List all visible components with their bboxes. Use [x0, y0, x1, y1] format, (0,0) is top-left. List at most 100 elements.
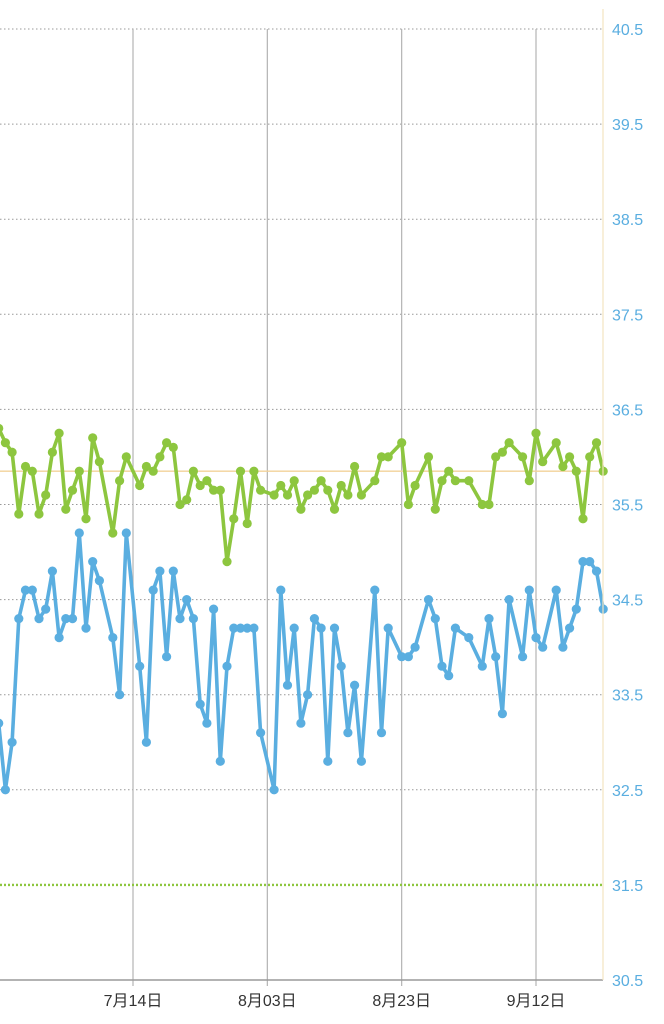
data-point	[289, 623, 299, 633]
y-tick-label: 32.5	[612, 783, 643, 800]
series-line	[0, 427, 606, 564]
data-point	[14, 509, 24, 519]
data-point	[27, 585, 37, 595]
data-point	[531, 633, 541, 643]
data-point	[195, 699, 205, 709]
data-point	[350, 680, 360, 690]
series-layer	[0, 423, 608, 795]
data-point	[182, 495, 192, 505]
data-point	[296, 504, 306, 514]
data-point	[0, 785, 10, 795]
data-point	[350, 461, 360, 472]
data-point	[235, 623, 246, 633]
data-point	[229, 514, 239, 524]
data-point	[370, 476, 380, 486]
data-point	[450, 476, 460, 486]
data-point	[437, 661, 447, 671]
data-point	[74, 528, 84, 538]
data-point	[188, 614, 198, 624]
x-tick-label: 8月03日	[238, 993, 297, 1010]
data-point	[437, 476, 447, 486]
data-point	[376, 728, 387, 738]
y-tick-label: 30.5	[612, 973, 643, 990]
y-tick-label: 34.5	[612, 593, 643, 610]
data-point	[491, 452, 501, 462]
data-point	[121, 528, 131, 538]
data-point	[282, 490, 293, 500]
data-point	[383, 623, 393, 633]
data-point	[336, 661, 346, 671]
data-point	[209, 604, 219, 614]
data-point	[410, 480, 420, 491]
data-point	[538, 457, 548, 467]
data-point	[7, 737, 17, 747]
data-point	[524, 585, 534, 595]
data-point	[591, 438, 602, 448]
data-point	[571, 604, 581, 614]
data-point	[464, 476, 474, 486]
data-point	[61, 614, 71, 624]
data-point	[47, 566, 58, 576]
data-point	[558, 461, 568, 472]
data-point	[551, 585, 561, 595]
data-point	[249, 466, 259, 476]
axis-layer: 40.5 39.5 38.5 37.5 36.5 35.5 34.5 33.5 32.5 31.5…	[0, 9, 643, 1010]
data-point	[74, 466, 84, 476]
data-point	[47, 447, 58, 457]
series-green	[0, 423, 608, 567]
data-point	[168, 442, 178, 452]
data-point	[41, 490, 51, 500]
data-point	[430, 504, 440, 514]
y-tick-label: 36.5	[612, 402, 643, 419]
data-point	[242, 623, 252, 633]
data-point	[7, 447, 17, 457]
data-point	[148, 466, 158, 476]
data-point	[276, 585, 286, 595]
data-point	[0, 718, 4, 728]
data-point	[81, 514, 91, 524]
data-point	[235, 466, 246, 476]
data-point	[296, 718, 306, 728]
data-point	[336, 480, 346, 491]
series-blue	[0, 528, 608, 795]
data-point	[316, 476, 326, 486]
series-line	[0, 531, 606, 792]
data-point	[229, 623, 239, 633]
data-point	[323, 485, 333, 495]
data-point	[94, 457, 104, 467]
data-point	[155, 566, 165, 576]
data-point	[256, 485, 266, 495]
data-point	[135, 661, 145, 671]
data-point	[0, 438, 10, 448]
data-point	[27, 466, 37, 476]
data-point	[135, 480, 145, 491]
data-point	[571, 466, 581, 476]
data-point	[565, 452, 575, 462]
data-point	[397, 438, 407, 448]
data-point	[242, 518, 252, 529]
data-point	[202, 718, 212, 728]
y-tick-label: 35.5	[612, 498, 643, 515]
data-point	[343, 728, 353, 738]
data-point	[538, 642, 548, 652]
data-point	[524, 476, 534, 486]
y-tick-label: 37.5	[612, 307, 643, 324]
data-point	[450, 623, 460, 633]
data-point	[585, 557, 595, 567]
data-point	[209, 485, 219, 495]
data-point	[215, 756, 225, 766]
data-point	[108, 633, 118, 643]
data-point	[403, 499, 413, 510]
data-point	[121, 452, 131, 462]
data-point	[141, 737, 151, 747]
data-point	[343, 490, 353, 500]
data-point	[222, 661, 232, 671]
data-point	[222, 557, 232, 567]
data-point	[316, 623, 326, 633]
data-point	[323, 756, 333, 766]
data-point	[410, 642, 420, 652]
data-point	[565, 623, 575, 633]
data-point	[148, 585, 158, 595]
data-point	[141, 461, 151, 472]
x-tick-label: 8月23日	[372, 993, 431, 1010]
